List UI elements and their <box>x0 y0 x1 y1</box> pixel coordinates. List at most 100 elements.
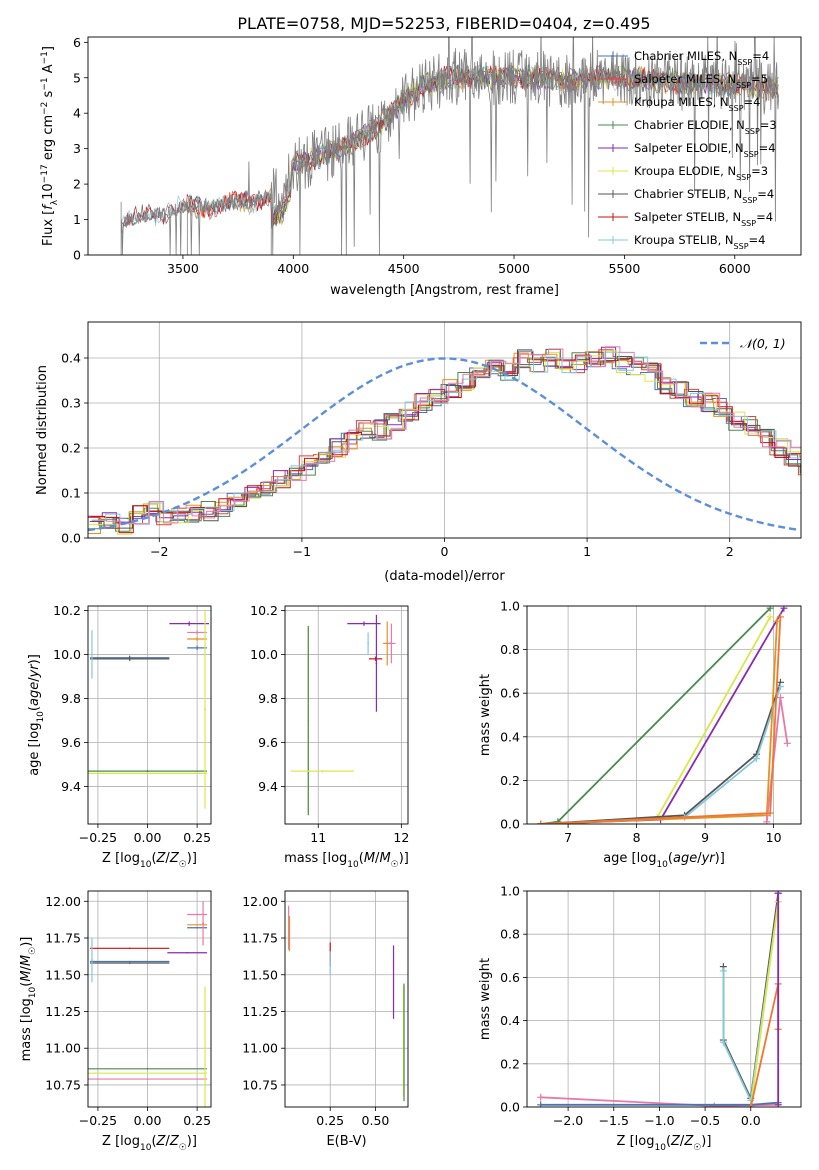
legend-label: Chabrier STELIB, NSSP=4 <box>634 187 774 205</box>
y-tick-label: 0.0 <box>500 1100 520 1115</box>
spectrum-data-line <box>120 37 780 255</box>
panel-mass_vs_Z: −0.25 0.00 0.25 10.75 11.00 11.25 11.50 11.75 12… <box>19 890 212 1153</box>
y-tick-label: 11.25 <box>45 1004 81 1019</box>
x-tick-label: 10 <box>766 830 782 845</box>
y-tick-label: 11.75 <box>242 931 278 946</box>
y-tick-label: 12.00 <box>45 894 81 909</box>
y-tick-label: 0.2 <box>500 1056 520 1071</box>
x-axis-label: age [log10(age/yr)] <box>603 851 725 870</box>
x-tick-label: −0.5 <box>690 1113 720 1128</box>
axes-frame <box>87 36 802 256</box>
y-tick-label: 10.2 <box>250 603 278 618</box>
x-tick-label: 0 <box>441 544 449 559</box>
plot-area <box>88 346 801 535</box>
y-tick-label: 0.4 <box>500 729 520 744</box>
panel-massweight_vs_age: 7 8 9 10 0.0 0.2 0.4 0.6 0.8 1.0 age [log10(age/yr… <box>478 599 802 870</box>
weight-line <box>540 607 771 824</box>
y-tick-label: 11.00 <box>45 1041 81 1056</box>
x-tick-label: 0.50 <box>362 1113 390 1128</box>
histogram-step <box>92 346 801 525</box>
x-tick-label: 11 <box>310 830 326 845</box>
x-tick-label: −0.25 <box>79 1113 117 1128</box>
plot-area <box>88 610 210 809</box>
y-tick-label: 0 <box>73 248 81 263</box>
y-axis-label: age [log10(age/yr)] <box>27 654 46 776</box>
x-tick-label: 9 <box>701 830 709 845</box>
y-tick-label: 0.4 <box>500 1013 520 1028</box>
legend: Chabrier MILES, NSSP=4 Salpeter MILES, NS… <box>598 49 777 251</box>
y-axis-label: Normed distribution <box>35 365 50 495</box>
legend-label: 𝒩(0, 1) <box>740 336 786 351</box>
x-tick-label: 3500 <box>167 261 199 276</box>
x-tick-label: 4000 <box>277 261 309 276</box>
x-tick-label: 6000 <box>719 261 751 276</box>
weight-line <box>540 621 778 824</box>
y-tick-label: 11.50 <box>242 967 278 982</box>
axes-frame <box>284 890 409 1108</box>
y-tick-label: 0.1 <box>61 486 81 501</box>
y-axis-label: mass weight <box>478 958 493 1040</box>
y-tick-label: 6 <box>73 35 81 50</box>
y-tick-label: 9.4 <box>258 779 278 794</box>
legend-label: Kroupa ELODIE, NSSP=3 <box>634 164 768 182</box>
y-tick-label: 1 <box>73 212 81 227</box>
y-axis-label: Flux [fλ10−17 erg cm−2 s−1 A−1] <box>40 46 60 246</box>
plot-area <box>288 905 405 1102</box>
plot-area <box>290 614 396 816</box>
x-tick-label: 4500 <box>388 261 420 276</box>
y-tick-label: 5 <box>73 70 81 85</box>
y-tick-label: 11.25 <box>242 1004 278 1019</box>
y-tick-label: 4 <box>73 106 81 121</box>
x-tick-label: 12 <box>393 830 409 845</box>
y-tick-label: 10.75 <box>45 1077 81 1092</box>
legend-label: Chabrier ELODIE, NSSP=3 <box>634 118 777 136</box>
legend-label: Chabrier MILES, NSSP=4 <box>634 49 769 67</box>
legend-label: Kroupa STELIB, NSSP=4 <box>634 233 765 251</box>
x-tick-label: 1 <box>583 544 591 559</box>
x-axis-label: Z [log10(Z/Z☉)] <box>102 851 197 870</box>
y-tick-label: 0.3 <box>61 396 81 411</box>
x-tick-label: 5500 <box>608 261 640 276</box>
y-tick-label: 9.8 <box>61 691 81 706</box>
axes-frame <box>284 605 409 825</box>
y-tick-label: 3 <box>73 141 81 156</box>
panel-massweight_vs_Z: −2.0 −1.5 −1.0 −0.5 0.0 0.0 0.2 0.4 0.6 0.8 1.0 Z [… <box>478 884 802 1153</box>
x-tick-label: 8 <box>633 830 641 845</box>
weight-line <box>540 616 782 824</box>
y-tick-label: 0.8 <box>500 927 520 942</box>
y-tick-label: 11.50 <box>45 967 81 982</box>
y-tick-label: 10.75 <box>242 1077 278 1092</box>
axes-frame <box>87 890 212 1108</box>
histogram-step <box>89 348 801 529</box>
x-tick-label: 7 <box>564 830 572 845</box>
y-tick-label: 1.0 <box>500 884 520 899</box>
x-axis-label: mass [log10(M/M☉)] <box>284 851 409 870</box>
plot-area <box>88 901 208 1107</box>
weight-line <box>540 682 782 824</box>
x-tick-label: 0.25 <box>183 830 211 845</box>
y-tick-label: 10.0 <box>53 647 81 662</box>
x-tick-label: −0.25 <box>79 830 117 845</box>
figure-title: PLATE=0758, MJD=52253, FIBERID=0404, z=0… <box>237 14 650 33</box>
legend-label: Kroupa MILES, NSSP=4 <box>634 95 760 113</box>
weight-line <box>540 616 771 824</box>
y-tick-label: 0.4 <box>61 351 81 366</box>
y-tick-label: 9.8 <box>258 691 278 706</box>
x-axis-label: wavelength [Angstrom, rest frame] <box>330 283 559 298</box>
legend: 𝒩(0, 1) <box>700 336 786 351</box>
y-tick-label: 9.6 <box>61 735 81 750</box>
x-tick-label: 0.25 <box>316 1113 344 1128</box>
x-tick-label: 2 <box>726 544 734 559</box>
y-tick-label: 0.6 <box>500 686 520 701</box>
panels: 3500 4000 4500 5000 5500 60000123456wavelengt… <box>19 35 802 1153</box>
x-tick-label: 0.00 <box>134 830 162 845</box>
panel-age_vs_mass: 11 12 9.4 9.6 9.8 10.0 10.2 mass [log10(M/M☉)] <box>250 603 409 870</box>
x-tick-label: −1.0 <box>644 1113 674 1128</box>
y-axis-label: mass [log10(M/M☉)] <box>19 937 38 1062</box>
histogram-step <box>88 346 801 523</box>
panel-mass_vs_ebv: 0.25 0.50 10.75 11.00 11.25 11.50 11.75 12.00 E(… <box>242 890 409 1149</box>
histogram-step <box>88 350 801 535</box>
panel-residuals: −2 −1 0 1 2 0.0 0.1 0.2 0.3 0.4 (data-model)/error… <box>35 321 802 584</box>
y-tick-label: 0.8 <box>500 642 520 657</box>
x-tick-label: 0.25 <box>183 1113 211 1128</box>
